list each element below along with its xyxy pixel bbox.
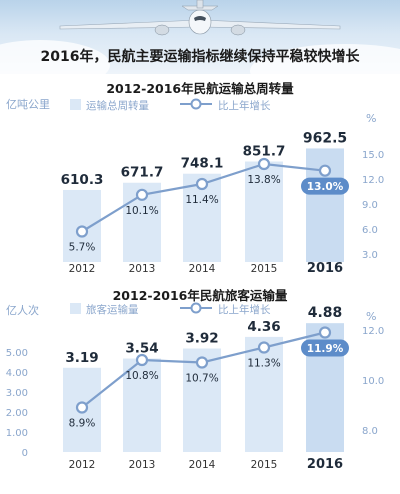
x-tick-label: 2012 [69,263,96,275]
right-tick-label: 12.0 [362,326,384,337]
bar-value-label: 3.92 [185,331,218,347]
bar [123,358,161,452]
bar [245,336,283,452]
left-tick-label: 5.00 [6,348,28,359]
growth-point [257,157,271,171]
left-axis-unit: 亿人次 [6,303,39,317]
right-tick-label: 9.0 [362,200,378,211]
left-tick-label: 3.00 [6,388,28,399]
left-tick-label: 4.00 [6,368,28,379]
growth-label: 10.8% [125,370,158,382]
bar-value-label: 3.19 [65,350,98,366]
bar-value-label: 962.5 [303,130,347,146]
left-axis-unit: 亿吨公里 [6,98,50,111]
growth-label: 13.0% [307,181,344,193]
growth-point [257,341,271,354]
chart2-title: 2012-2016年民航旅客运输量 [112,288,288,303]
growth-point [195,356,209,369]
x-tick-label: 2015 [251,459,278,471]
airplane-banner [0,0,400,74]
bar-value-label: 851.7 [243,143,286,159]
legend-bar-label: 运输总周转量 [86,99,149,112]
legend-bar-swatch [70,99,81,110]
growth-label: 11.3% [247,358,280,370]
x-tick-label: 2016 [307,457,343,472]
right-axis-unit: % [366,112,376,125]
bar-value-label: 3.54 [125,341,158,357]
legend-line-label: 比上年增长 [218,303,271,316]
x-tick-label: 2014 [189,263,216,275]
left-tick-label: 0 [22,448,28,459]
bar-value-label: 4.36 [247,319,280,335]
growth-label: 13.8% [247,174,280,186]
growth-point [195,177,209,191]
growth-label: 11.9% [307,343,344,355]
right-tick-label: 8.0 [362,426,378,437]
left-tick-label: 1.00 [6,428,28,439]
left-tick-label: 2.00 [6,408,28,419]
right-axis-unit: % [366,310,376,323]
growth-label: 10.1% [125,205,158,217]
airplane-icon [59,0,341,36]
x-tick-label: 2015 [251,263,278,275]
bar-value-label: 671.7 [121,165,164,181]
x-tick-label: 2012 [69,459,96,471]
chart1-title: 2012-2016年民航运输总周转量 [106,81,294,96]
right-tick-label: 6.0 [362,225,378,236]
headline: 2016年，民航主要运输指标继续保持平稳较快增长 [40,49,360,65]
growth-label: 10.7% [185,373,218,385]
x-tick-label: 2013 [129,459,156,471]
right-tick-label: 15.0 [362,150,384,161]
bar-value-label: 4.88 [308,305,343,321]
right-tick-label: 12.0 [362,175,384,186]
right-tick-label: 10.0 [362,376,384,387]
right-tick-label: 3.0 [362,250,378,261]
chart2-passenger-volume: 亿人次 旅客运输量 比上年增长 % 5.00 4.00 3.00 2.00 1.00 0 12.0 1… [6,302,384,472]
growth-label: 5.7% [69,242,96,254]
bar-value-label: 610.3 [61,172,104,188]
legend-bar-label: 旅客运输量 [86,303,139,316]
highlight-pill [301,177,349,195]
growth-point [135,188,149,201]
legend-line-marker [190,302,202,314]
bar [245,161,283,262]
x-tick-label: 2013 [129,263,156,275]
growth-point [75,225,89,238]
highlight-pill [301,339,349,357]
bar-value-label: 748.1 [181,156,224,172]
growth-point [75,401,89,414]
chart1-freight-turnover: 亿吨公里 运输总周转量 比上年增长% 15.0 12.0 9.0 6.0 3.0 610.3 67… [6,98,384,276]
growth-label: 11.4% [185,194,218,206]
x-tick-label: 2014 [189,459,216,471]
growth-point [318,326,332,339]
legend-line-marker [190,98,202,110]
growth-label: 8.9% [69,418,96,430]
growth-point [135,353,149,367]
growth-point [318,164,332,177]
x-tick-label: 2016 [307,261,343,276]
legend-line-label: 比上年增长 [218,99,271,112]
legend-bar-swatch [70,303,81,314]
